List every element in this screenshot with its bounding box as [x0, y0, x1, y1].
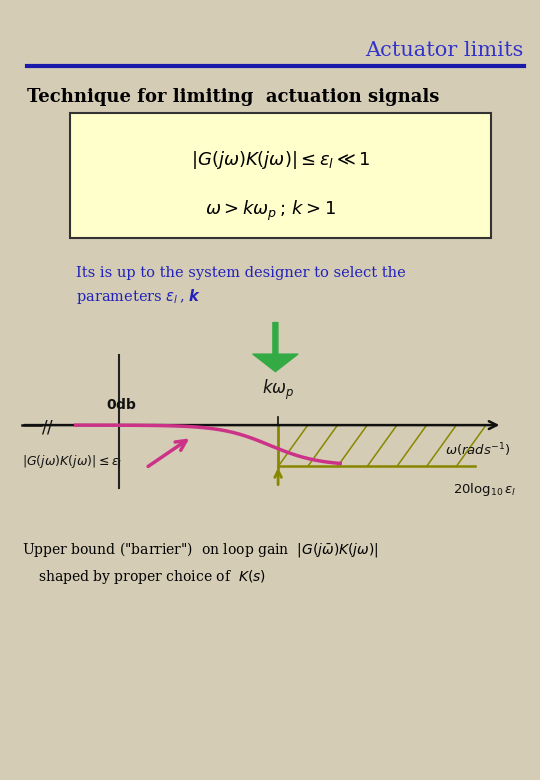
- Text: Technique for limiting  actuation signals: Technique for limiting actuation signals: [27, 88, 440, 107]
- Text: $k\omega_p$: $k\omega_p$: [262, 378, 294, 402]
- Text: parameters $\varepsilon_l\,$, $\boldsymbol{k}$: parameters $\varepsilon_l\,$, $\boldsymb…: [76, 287, 201, 306]
- Text: shaped by proper choice of  $K(s)$: shaped by proper choice of $K(s)$: [38, 568, 266, 587]
- Text: Its is up to the system designer to select the: Its is up to the system designer to sele…: [76, 266, 406, 280]
- Text: $\omega > k\omega_p\,;\,k > 1$: $\omega > k\omega_p\,;\,k > 1$: [205, 198, 335, 223]
- Text: Actuator limits: Actuator limits: [366, 41, 524, 60]
- Text: $20\log_{10}\varepsilon_l$: $20\log_{10}\varepsilon_l$: [453, 480, 516, 498]
- Text: $\omega(rads^{-1})$: $\omega(rads^{-1})$: [444, 441, 510, 459]
- Text: $|G(j\omega)K(j\omega)| \leq \varepsilon_l$: $|G(j\omega)K(j\omega)| \leq \varepsilon…: [22, 453, 122, 470]
- Text: $\!/$/: $\!/$/: [41, 418, 54, 437]
- Bar: [70, 113, 491, 238]
- Text: $\mathbf{0db}$: $\mathbf{0db}$: [106, 396, 137, 412]
- Text: $\left|G(j\omega)K(j\omega)\right| \leq \varepsilon_l \ll 1$: $\left|G(j\omega)K(j\omega)\right| \leq …: [191, 149, 370, 171]
- Text: Upper bound ("barrier")  on loop gain  $|G(j\bar{\omega})K(j\omega)|$: Upper bound ("barrier") on loop gain $|G…: [22, 541, 379, 559]
